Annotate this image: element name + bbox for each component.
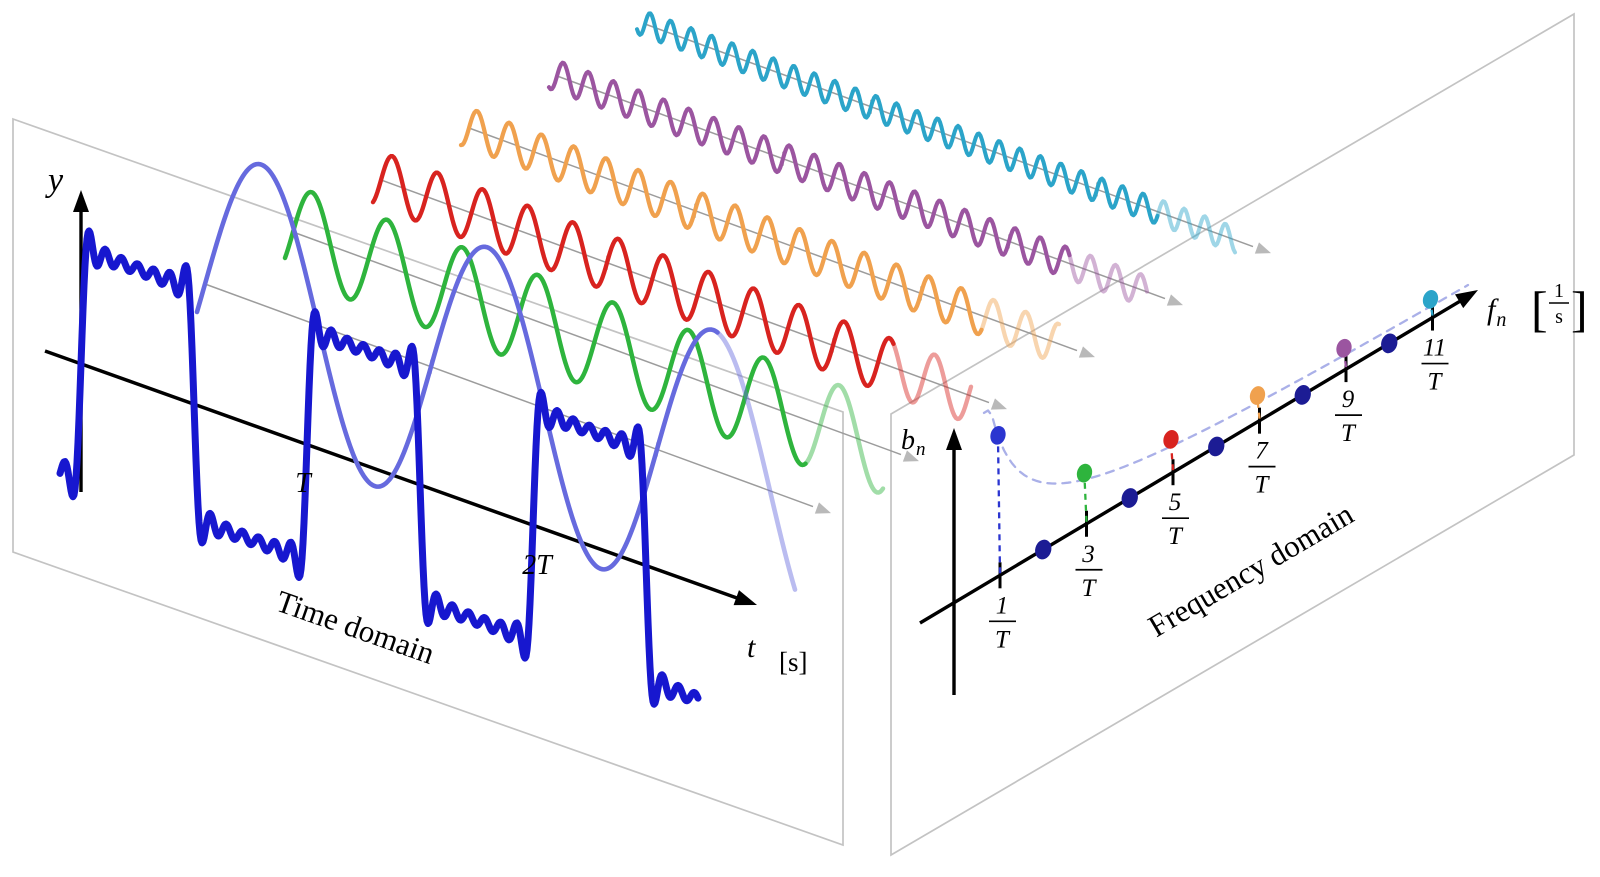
t-axis-unit: [s] bbox=[779, 647, 808, 677]
f-unit-bracket-open: [ bbox=[1531, 281, 1548, 337]
harmonic-wave-tail-n5 bbox=[890, 340, 974, 422]
time-domain-panel bbox=[12, 117, 844, 847]
harmonic-wave-n5 bbox=[370, 153, 896, 389]
coefficient-stem-n11 bbox=[1429, 303, 1434, 316]
zero-coefficient-dot-n6 bbox=[1208, 436, 1225, 457]
harmonic-axis-arrowhead-n3 bbox=[902, 450, 919, 462]
harmonic-axis-arrowhead-n11 bbox=[1254, 242, 1271, 254]
freq-tick-denominator-n1: T bbox=[995, 626, 1011, 653]
zero-coefficient-dot-n10 bbox=[1381, 333, 1398, 354]
f-axis-label: fn bbox=[1487, 293, 1506, 331]
harmonic-wave-tail-n7 bbox=[978, 297, 1062, 360]
harmonic-wave-n3 bbox=[282, 189, 808, 468]
t-axis-label: t bbox=[747, 631, 756, 664]
freq-tick-denominator-n9: T bbox=[1341, 420, 1357, 447]
freq-tick-denominator-n5: T bbox=[1168, 523, 1184, 550]
harmonic-wave-tail-n11 bbox=[1155, 199, 1237, 255]
harmonic-wave-n11 bbox=[635, 11, 1160, 225]
time-domain-label: Time domain bbox=[272, 583, 440, 671]
coefficient-dot-n9 bbox=[1336, 338, 1352, 358]
coefficient-dot-n7 bbox=[1249, 386, 1266, 405]
f-unit-denominator: s bbox=[1555, 306, 1563, 328]
y-axis-label: y bbox=[45, 162, 64, 199]
harmonic-axis-n3 bbox=[292, 231, 902, 456]
coefficient-dot-n5 bbox=[1163, 430, 1179, 449]
coefficient-dot-n11 bbox=[1422, 290, 1439, 309]
freq-tick-numerator-n1: 1 bbox=[996, 592, 1009, 619]
b-axis-letter: b bbox=[901, 425, 915, 456]
b-axis-subscript: n bbox=[916, 439, 926, 460]
freq-tick-numerator-n3: 3 bbox=[1081, 541, 1095, 568]
coefficient-stem-n1 bbox=[996, 439, 1002, 574]
freq-tick-denominator-n3: T bbox=[1082, 575, 1098, 602]
f-axis-subscript: n bbox=[1496, 309, 1506, 331]
freq-tick-numerator-n5: 5 bbox=[1169, 489, 1182, 516]
freq-tick-denominator-n7: T bbox=[1255, 472, 1271, 499]
harmonic-wave-tail-n1 bbox=[714, 329, 798, 592]
harmonic-axis-n1 bbox=[204, 283, 814, 508]
zero-coefficient-dot-n2 bbox=[1035, 539, 1052, 560]
harmonic-axis-n5 bbox=[380, 179, 990, 404]
freq-tick-numerator-n11: 11 bbox=[1423, 335, 1446, 362]
harmonic-axis-arrowhead-n9 bbox=[1166, 294, 1183, 306]
zero-coefficient-dot-n4 bbox=[1121, 488, 1138, 508]
coefficient-stem-n3 bbox=[1083, 477, 1088, 522]
harmonic-wave-tail-n3 bbox=[802, 382, 886, 495]
y-axis-arrowhead bbox=[73, 190, 89, 212]
generated-geometry: 1 T 3 T 5 T 7 T 9 T 11 T bbox=[44, 11, 1478, 708]
f-unit-bracket-close: ] bbox=[1571, 281, 1588, 337]
harmonic-axis-arrowhead-n7 bbox=[1078, 346, 1095, 358]
f-axis bbox=[919, 297, 1465, 625]
tick-label-T: T bbox=[295, 468, 313, 499]
b-axis-arrowhead bbox=[946, 428, 962, 450]
harmonic-axis-arrowhead-n5 bbox=[990, 398, 1007, 410]
coefficient-dot-n3 bbox=[1076, 463, 1093, 483]
harmonic-wave-n9 bbox=[546, 60, 1072, 276]
coefficient-dot-n1 bbox=[990, 425, 1006, 445]
f-unit-numerator: 1 bbox=[1554, 280, 1564, 302]
f-axis-arrowhead bbox=[1455, 290, 1478, 309]
zero-coefficient-dot-n8 bbox=[1294, 385, 1311, 405]
tick-label-2T: 2T bbox=[522, 550, 554, 581]
envelope-curve bbox=[982, 283, 1470, 485]
harmonic-wave-n7 bbox=[458, 108, 984, 337]
t-axis-arrowhead bbox=[733, 590, 757, 606]
freq-tick-numerator-n9: 9 bbox=[1342, 386, 1355, 413]
frequency-domain-panel bbox=[890, 12, 1575, 857]
square-wave bbox=[56, 227, 702, 708]
freq-tick-denominator-n11: T bbox=[1428, 369, 1444, 396]
b-axis-label: bn bbox=[901, 425, 926, 460]
harmonic-axis-arrowhead-n1 bbox=[814, 502, 831, 514]
harmonic-wave-n1 bbox=[194, 161, 720, 572]
harmonic-axis-n7 bbox=[468, 127, 1078, 352]
freq-tick-numerator-n7: 7 bbox=[1255, 438, 1269, 465]
harmonic-wave-tail-n9 bbox=[1066, 251, 1150, 303]
